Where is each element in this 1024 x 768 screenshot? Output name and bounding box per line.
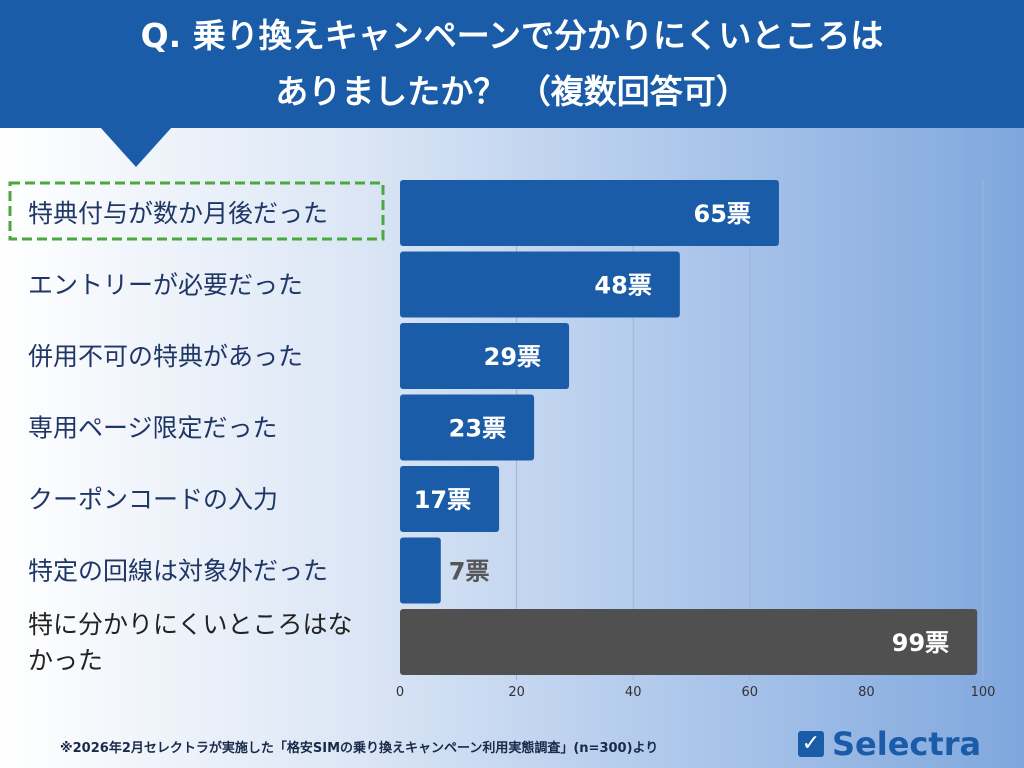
bar	[400, 180, 779, 246]
x-tick-label: 100	[971, 685, 996, 700]
category-label: かった	[28, 646, 103, 675]
checkbox-icon: ✓	[798, 731, 824, 757]
chart-title: Q. 乗り換えキャンペーンで分かりにくいところは ありましたか？ （複数回答可）	[0, 0, 1024, 128]
bar	[400, 251, 680, 318]
title-pointer	[100, 127, 172, 167]
category-label: エントリーが必要だった	[28, 271, 303, 300]
highlight-box	[8, 181, 385, 241]
bar	[400, 394, 535, 461]
x-tick-label: 40	[625, 685, 642, 700]
title-line-1: Q. 乗り換えキャンペーンで分かりにくいところは	[140, 16, 884, 55]
x-tick-label: 60	[742, 685, 759, 700]
title-line-2: ありましたか？ （複数回答可）	[275, 72, 749, 111]
bar	[400, 323, 570, 389]
logo-text: Selectra	[832, 725, 982, 763]
x-tick-label: 80	[858, 685, 875, 700]
source-note: ※2026年2月セレクトラが実施した「格安SIMの乗り換えキャンペーン利用実態調…	[60, 741, 659, 756]
category-label: 併用不可の特典があった	[28, 342, 303, 371]
data-label: 29票	[484, 343, 541, 371]
data-label: 99票	[892, 629, 949, 657]
category-label: 専用ページ限定だった	[28, 414, 278, 443]
x-tick-label: 0	[396, 685, 404, 700]
category-label: 特に分かりにくいところはな	[28, 610, 353, 639]
bar	[400, 609, 978, 675]
category-label: 特定の回線は対象外だった	[28, 557, 328, 586]
data-label: 65票	[694, 200, 751, 228]
category-label: クーポンコードの入力	[28, 485, 278, 514]
data-label: 48票	[594, 272, 651, 300]
data-label: 23票	[449, 415, 506, 443]
data-label: 7票	[449, 558, 490, 586]
data-label: 17票	[414, 486, 471, 514]
bar	[400, 466, 500, 532]
bar	[400, 537, 441, 604]
category-label: 特典付与が数か月後だった	[28, 199, 328, 228]
x-tick-label: 20	[508, 685, 525, 700]
selectra-logo: ✓ Selectra	[798, 725, 981, 763]
